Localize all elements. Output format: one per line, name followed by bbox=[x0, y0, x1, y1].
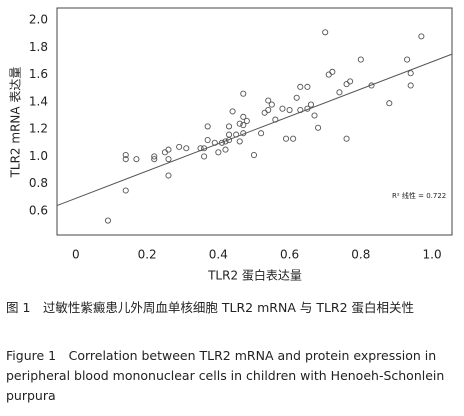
point bbox=[176, 143, 183, 150]
point bbox=[315, 124, 322, 131]
point bbox=[304, 105, 311, 112]
annotation: R² 线性 = 0.722 bbox=[392, 191, 446, 200]
point bbox=[279, 105, 286, 112]
point bbox=[311, 112, 318, 119]
y-tick-label: 1.8 bbox=[29, 40, 48, 54]
point bbox=[297, 106, 304, 114]
point bbox=[151, 153, 158, 160]
point bbox=[265, 97, 272, 104]
y-tick-label: 1.6 bbox=[29, 67, 48, 81]
chart: TLR2 蛋白表达量 TLR2 mRNA 表达量 R² 线性 = 0.722 0… bbox=[9, 7, 453, 283]
point bbox=[368, 82, 375, 89]
point bbox=[404, 56, 411, 63]
trend-line bbox=[56, 53, 453, 207]
point bbox=[336, 89, 343, 96]
point bbox=[201, 153, 208, 160]
x-axis-label: TLR2 蛋白表达量 bbox=[207, 268, 302, 283]
point bbox=[236, 138, 243, 145]
point bbox=[240, 130, 247, 137]
point bbox=[165, 146, 172, 153]
point bbox=[261, 109, 268, 116]
point bbox=[343, 135, 350, 142]
point bbox=[297, 83, 304, 90]
y-axis-label: TLR2 mRNA 表达量 bbox=[9, 67, 23, 179]
point bbox=[233, 131, 240, 138]
y-tick-label: 2.0 bbox=[29, 13, 48, 27]
point bbox=[222, 146, 229, 153]
point bbox=[240, 121, 247, 129]
x-tick-label: 0.2 bbox=[138, 248, 157, 262]
point bbox=[240, 113, 247, 120]
point bbox=[204, 137, 211, 144]
point bbox=[243, 117, 250, 125]
point bbox=[151, 156, 158, 163]
x-tick-label: 1.0 bbox=[423, 248, 442, 262]
point bbox=[218, 139, 225, 146]
x-tick-label: 0 bbox=[72, 248, 80, 262]
point bbox=[211, 139, 218, 146]
point bbox=[329, 68, 336, 75]
point bbox=[161, 149, 168, 156]
point bbox=[347, 78, 354, 85]
point bbox=[268, 101, 275, 108]
y-tick-label: 0.8 bbox=[29, 176, 48, 190]
y-tick-label: 1.0 bbox=[29, 149, 48, 163]
point bbox=[407, 70, 414, 77]
x-tick-label: 0.4 bbox=[209, 248, 228, 262]
point bbox=[357, 56, 364, 63]
point bbox=[250, 152, 258, 159]
x-tick-label: 0.6 bbox=[280, 248, 299, 262]
point bbox=[225, 123, 233, 130]
point bbox=[165, 156, 172, 163]
point bbox=[197, 145, 204, 152]
caption-zh: 图 1 过敏性紫癜患儿外周血单核细胞 TLR2 mRNA 与 TLR2 蛋白相关… bbox=[6, 300, 415, 315]
point bbox=[225, 137, 233, 144]
point bbox=[282, 135, 290, 142]
point bbox=[307, 101, 315, 108]
point bbox=[236, 120, 243, 127]
point bbox=[133, 156, 140, 163]
point bbox=[222, 138, 229, 145]
point bbox=[183, 145, 190, 152]
point bbox=[122, 187, 129, 194]
point bbox=[265, 106, 272, 114]
point bbox=[229, 108, 236, 115]
point bbox=[258, 130, 265, 137]
point bbox=[418, 33, 425, 40]
y-tick-label: 0.6 bbox=[29, 203, 48, 217]
point bbox=[322, 29, 329, 36]
point bbox=[122, 156, 129, 163]
point bbox=[122, 152, 129, 159]
point bbox=[407, 82, 414, 89]
point bbox=[293, 94, 300, 101]
point bbox=[343, 81, 350, 88]
y-tick-label: 1.4 bbox=[29, 94, 48, 108]
point bbox=[104, 217, 111, 224]
point bbox=[290, 135, 297, 142]
point bbox=[386, 100, 393, 107]
point bbox=[325, 71, 332, 78]
point bbox=[204, 123, 211, 130]
point bbox=[165, 172, 172, 179]
caption-en: Figure 1 Correlation between TLR2 mRNA a… bbox=[6, 348, 445, 403]
y-tick-label: 1.2 bbox=[29, 122, 48, 136]
point bbox=[286, 106, 293, 114]
point bbox=[201, 145, 208, 152]
point bbox=[304, 83, 311, 90]
x-tick-label: 0.8 bbox=[351, 248, 370, 262]
plot-frame bbox=[56, 7, 453, 236]
point bbox=[225, 131, 233, 138]
point bbox=[240, 90, 247, 97]
point bbox=[215, 149, 222, 156]
point bbox=[272, 116, 279, 123]
